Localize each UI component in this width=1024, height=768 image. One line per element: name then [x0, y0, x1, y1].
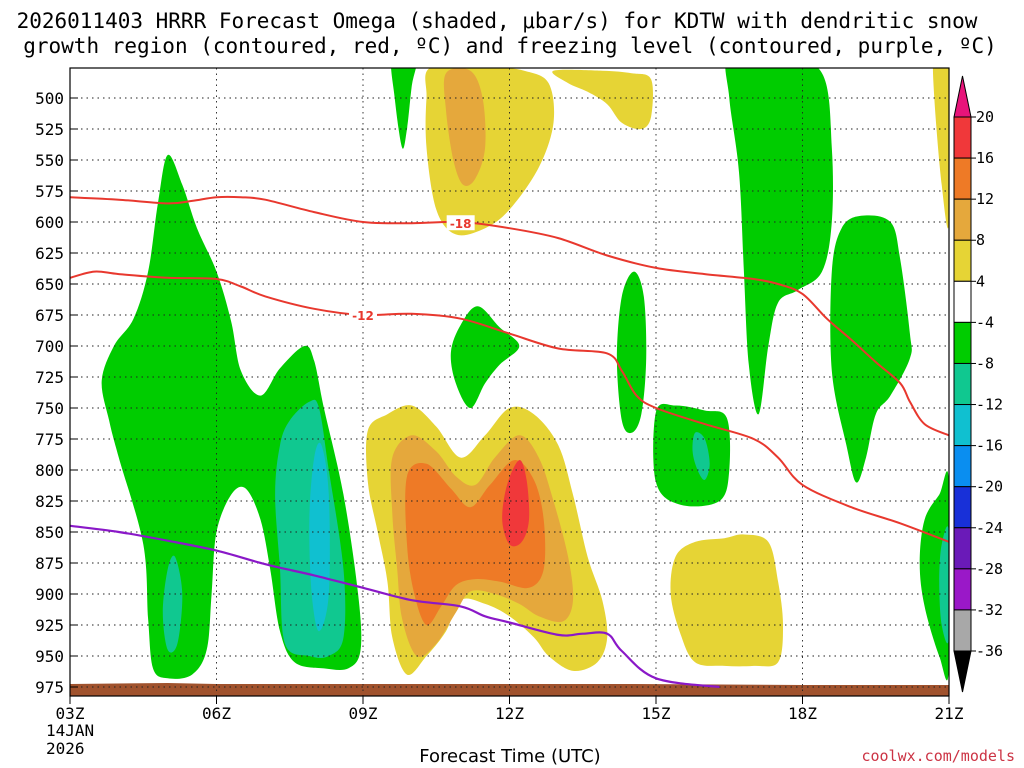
y-tick-label: 925 — [35, 616, 64, 635]
y-tick-label: 775 — [35, 430, 64, 449]
colorbar-label: 4 — [976, 272, 985, 290]
y-tick-label: 525 — [35, 120, 64, 139]
dgz-contour-0 — [70, 195, 949, 437]
colorbar-bottom-arrow — [953, 650, 972, 693]
y-tick-label: 850 — [35, 523, 64, 542]
y-tick-label: 950 — [35, 647, 64, 666]
colorbar-label: 12 — [976, 190, 994, 208]
colorbar-label: -4 — [976, 313, 994, 331]
y-tick-label: 675 — [35, 306, 64, 325]
colorbar-label: -32 — [976, 601, 1003, 619]
contour-label: -12 — [352, 309, 374, 323]
colorbar-label: -28 — [976, 560, 1003, 578]
x-axis-ticks: 03Z 06Z 09Z 12Z 15Z 18Z 21Z — [56, 696, 964, 723]
y-tick-label: 875 — [35, 554, 64, 573]
x-tick-label: 03Z — [56, 704, 85, 723]
colorbar-label: 20 — [976, 108, 994, 126]
y-tick-label: 625 — [35, 244, 64, 263]
omega-region-7 — [932, 68, 949, 229]
colorbar-label: -24 — [976, 519, 1003, 537]
contour-lines: -18 -12 — [70, 195, 949, 689]
colorbar-box — [953, 404, 972, 447]
y-tick-label: 650 — [35, 275, 64, 294]
plot-area: -18 -12 — [70, 68, 949, 696]
omega-region-10 — [450, 306, 520, 408]
grid-lines — [70, 68, 949, 696]
chart-title-line1: 2026011403 HRRR Forecast Omega (shaded, … — [17, 9, 978, 33]
omega-region-12 — [653, 403, 731, 507]
colorbar-label: 8 — [976, 231, 985, 249]
colorbar-box — [953, 239, 972, 282]
colorbar-box — [953, 609, 972, 652]
omega-region-5 — [443, 68, 486, 187]
y-tick-label: 575 — [35, 182, 64, 201]
contour-label-bg — [446, 215, 475, 231]
dgz-contour-1 — [70, 270, 949, 543]
colorbar-label: -16 — [976, 437, 1003, 455]
colorbar-label: -20 — [976, 478, 1003, 496]
colorbar-box — [953, 280, 972, 323]
colorbar-box — [953, 116, 972, 159]
y-axis-ticks: 500 525 550 575 600 625 650 675 700 725 750 775 800 8… — [35, 89, 78, 697]
chart-title-line2: growth region (contoured, red, ºC) and f… — [23, 34, 997, 58]
y-tick-label: 600 — [35, 213, 64, 232]
colorbar-box — [953, 527, 972, 570]
colorbar-box — [953, 362, 972, 406]
contour-label-bg — [349, 307, 377, 322]
colorbar-box — [953, 486, 972, 529]
omega-region-2 — [309, 442, 330, 632]
colorbar-box — [953, 157, 972, 200]
colorbar-box — [953, 321, 972, 364]
omega-region-11 — [616, 271, 647, 434]
colorbar-label: -36 — [976, 642, 1003, 660]
colorbar-label: -8 — [976, 354, 994, 372]
omega-region-20 — [502, 460, 530, 547]
omega-region-13 — [692, 432, 710, 481]
y-tick-label: 800 — [35, 461, 64, 480]
colorbar-label: -12 — [976, 396, 1003, 414]
x-tick-label: 21Z — [935, 704, 964, 723]
omega-region-8 — [391, 68, 416, 149]
omega-region-16 — [939, 526, 949, 644]
y-tick-label: 500 — [35, 89, 64, 108]
colorbar-box — [953, 445, 972, 488]
x-date-line2: 2026 — [46, 739, 85, 758]
x-tick-label: 09Z — [349, 704, 378, 723]
y-tick-label: 700 — [35, 337, 64, 356]
omega-region-15 — [919, 471, 949, 681]
colorbar-box — [953, 198, 972, 241]
x-axis-label: Forecast Time (UTC) — [419, 746, 600, 767]
y-tick-label: 975 — [35, 678, 64, 697]
x-tick-label: 06Z — [202, 704, 231, 723]
y-tick-label: 750 — [35, 399, 64, 418]
omega-regions — [101, 68, 949, 681]
colorbar-top-arrow — [953, 75, 972, 118]
omega-region-3 — [162, 555, 183, 653]
freezing-level-line — [70, 524, 720, 689]
x-tick-label: 12Z — [495, 704, 524, 723]
y-tick-label: 725 — [35, 368, 64, 387]
contour-label: -18 — [450, 217, 472, 231]
x-date-line1: 14JAN — [46, 721, 94, 740]
y-tick-label: 825 — [35, 492, 64, 511]
x-tick-label: 18Z — [788, 704, 817, 723]
x-tick-label: 15Z — [642, 704, 671, 723]
credit-text: coolwx.com/models — [861, 747, 1015, 765]
y-tick-label: 550 — [35, 151, 64, 170]
colorbar-box — [953, 568, 972, 611]
colorbar-label: 16 — [976, 149, 994, 167]
omega-region-9 — [725, 68, 833, 415]
y-tick-label: 900 — [35, 585, 64, 604]
omega-region-21 — [670, 534, 783, 667]
colorbar: 20 16 12 8 4 -4 -8 -12 -16 -20 -24 -28 -32 -36 — [953, 75, 1003, 693]
omega-region-14 — [830, 215, 912, 483]
omega-region-6 — [552, 69, 653, 130]
